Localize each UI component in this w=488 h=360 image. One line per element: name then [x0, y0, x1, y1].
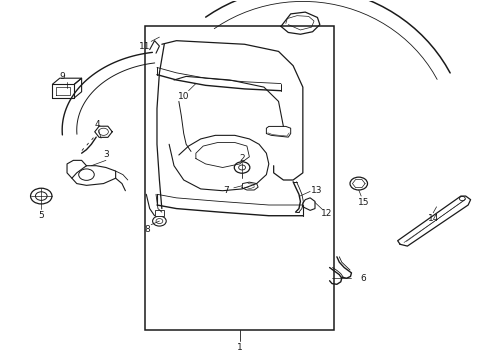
Text: 8: 8 [144, 225, 150, 234]
Text: 10: 10 [178, 91, 189, 100]
Text: 15: 15 [357, 198, 368, 207]
Text: 1: 1 [236, 343, 242, 352]
Text: 12: 12 [320, 210, 331, 219]
Text: 7: 7 [223, 185, 228, 194]
Text: 5: 5 [38, 211, 44, 220]
Text: 11: 11 [139, 42, 150, 51]
Text: 14: 14 [427, 214, 438, 223]
Bar [154, 210, 164, 216]
Text: 13: 13 [310, 185, 322, 194]
Bar [144, 26, 334, 330]
Text: 6: 6 [360, 274, 366, 283]
Text: 2: 2 [239, 154, 244, 163]
Text: 3: 3 [103, 150, 108, 159]
Text: 9: 9 [59, 72, 65, 81]
Text: 4: 4 [94, 120, 100, 129]
